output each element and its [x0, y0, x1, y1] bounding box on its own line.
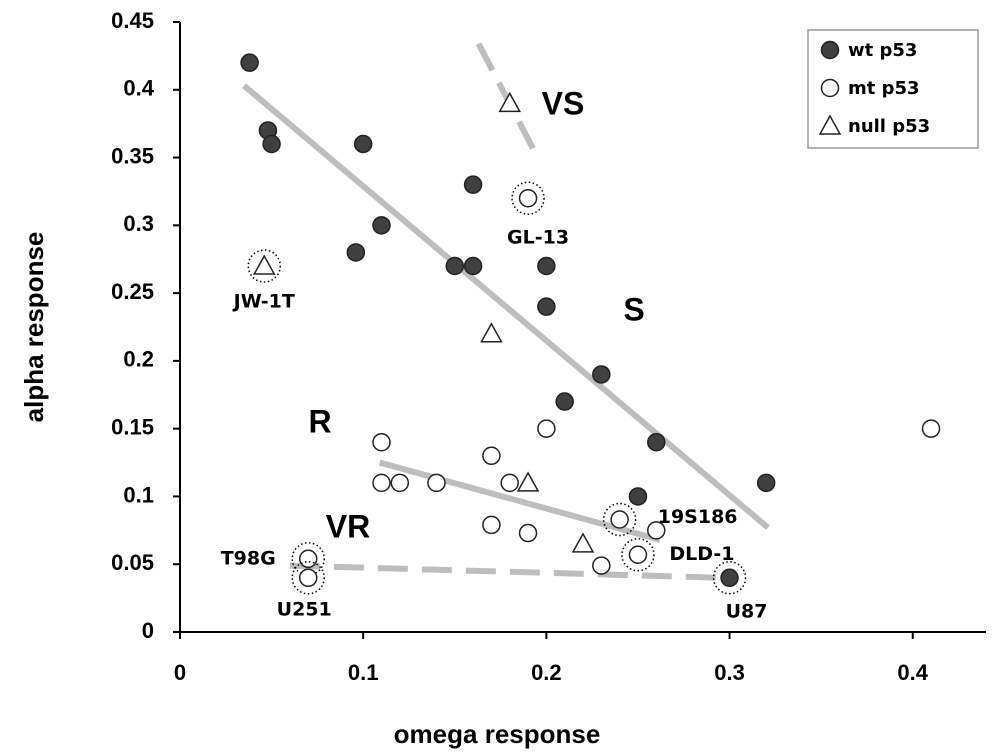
highlight-ring	[621, 537, 655, 572]
data-point	[445, 256, 465, 276]
y-tick-label: 0.4	[123, 76, 154, 101]
trend-line	[242, 83, 770, 530]
data-point	[518, 188, 538, 208]
point-label: GL-13	[507, 227, 569, 249]
data-point	[346, 243, 366, 262]
point-label: U251	[277, 598, 332, 620]
data-point	[252, 254, 276, 275]
data-point	[537, 297, 556, 316]
data-point	[628, 545, 648, 564]
data-point	[628, 487, 648, 506]
data-point	[372, 473, 391, 493]
data-point	[298, 568, 318, 588]
data-point	[647, 521, 666, 540]
data-point	[500, 473, 519, 493]
point-label: JW-1T	[232, 291, 295, 313]
point-label: U87	[726, 600, 768, 622]
data-point	[482, 446, 501, 466]
y-tick-label: 0	[142, 618, 154, 643]
highlight-ring	[602, 502, 637, 537]
legend-marker	[818, 114, 842, 135]
x-tick-label: 0	[174, 660, 186, 685]
data-point	[353, 134, 373, 154]
data-point	[298, 549, 318, 569]
data-point	[592, 365, 611, 384]
data-point	[390, 473, 410, 493]
data-point	[756, 473, 776, 493]
x-axis-label: omega response	[394, 719, 601, 749]
data-point	[463, 175, 483, 194]
x-tick-label: 0.4	[897, 660, 928, 685]
trend-line	[378, 459, 661, 543]
y-tick-label: 0.1	[123, 482, 154, 507]
y-tick-label: 0.05	[111, 550, 154, 575]
y-axis-label: alpha response	[19, 232, 49, 423]
y-tick-label: 0.35	[111, 143, 154, 168]
y-tick-label: 0.15	[111, 414, 154, 439]
legend-label: mt p53	[848, 78, 920, 99]
data-point	[480, 322, 503, 343]
y-tick-label: 0.3	[123, 211, 154, 236]
data-point	[555, 392, 574, 411]
trend-line	[289, 562, 721, 581]
y-tick-label: 0.2	[123, 347, 154, 372]
y-tick-label: 0.25	[111, 279, 154, 304]
point-label: DLD-1	[669, 543, 734, 565]
legend-label: wt p53	[848, 40, 917, 61]
data-point	[720, 568, 739, 588]
data-point	[571, 532, 595, 553]
data-point	[372, 216, 391, 235]
data-point	[372, 432, 391, 452]
y-tick-label: 0.45	[111, 8, 154, 33]
data-point	[240, 53, 259, 72]
region-label: VR	[326, 508, 370, 544]
region-label: VS	[542, 85, 585, 121]
data-point	[921, 419, 941, 438]
highlight-ring	[511, 181, 545, 215]
point-label: T98G	[221, 547, 276, 569]
data-point	[262, 134, 281, 154]
data-point	[592, 556, 611, 575]
data-point	[498, 91, 522, 113]
legend-label: null p53	[848, 116, 930, 137]
data-point	[610, 510, 629, 529]
highlight-ring	[291, 561, 325, 595]
data-point	[482, 515, 501, 535]
data-point	[537, 419, 556, 438]
data-point	[516, 471, 540, 492]
legend-marker	[820, 78, 840, 98]
data-point	[463, 256, 483, 276]
data-point	[647, 432, 666, 452]
x-tick-label: 0.1	[348, 660, 379, 685]
data-point	[427, 473, 446, 493]
region-label: R	[308, 403, 331, 439]
data-point	[537, 256, 556, 276]
highlight-ring	[247, 249, 282, 283]
legend-marker	[820, 40, 840, 60]
x-tick-label: 0.2	[531, 660, 562, 685]
highlight-ring	[712, 561, 747, 595]
point-label: 19S186	[658, 506, 738, 528]
x-tick-label: 0.3	[714, 660, 745, 685]
data-point	[518, 523, 538, 543]
region-label: S	[623, 291, 644, 327]
